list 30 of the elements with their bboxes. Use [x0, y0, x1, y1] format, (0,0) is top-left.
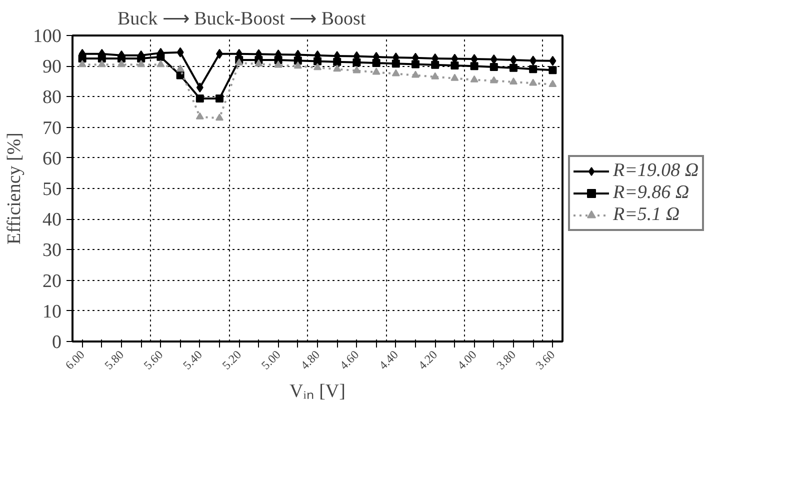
x-tick-label: 4.80 [298, 348, 322, 372]
legend-label: R=9.86 Ω [613, 182, 690, 204]
x-tick-label: 5.20 [219, 348, 244, 372]
x-tick-label: 3.60 [532, 348, 558, 372]
x-tick-label: 3.80 [494, 348, 518, 372]
y-tick-label: 80 [42, 87, 62, 108]
x-tick-label: 4.40 [376, 348, 401, 372]
y-tick-label: 40 [42, 210, 62, 231]
y-tick-label: 50 [42, 179, 62, 200]
x-tick-label: 5.80 [102, 348, 126, 372]
legend-label: R=19.08 Ω [613, 160, 699, 182]
text: Buck ⟶ Buck-Boost ⟶ Boost [118, 8, 366, 30]
x-tick-label: 4.20 [415, 348, 440, 372]
y-tick-label: 0 [52, 332, 62, 353]
y-axis-title: Efficiency [%] [4, 132, 25, 245]
x-tick-label: 5.60 [140, 348, 166, 372]
y-tick-label: 70 [42, 118, 62, 139]
x-tick-label: 4.00 [454, 348, 480, 372]
x-tick-label: 5.40 [180, 348, 205, 372]
y-tick-label: 60 [42, 148, 62, 170]
x-tick-label: 4.60 [336, 348, 362, 372]
x-axis-title: Vᵢₙ [V] [290, 381, 346, 402]
y-tick-label: 10 [42, 301, 62, 322]
y-tick-label: 20 [42, 270, 62, 292]
y-tick-label: 100 [33, 26, 62, 47]
x-tick-label: 5.00 [258, 348, 284, 372]
legend-label: R=5.1 Ω [613, 204, 680, 226]
y-tick-label: 30 [42, 240, 62, 262]
x-tick-label: 6.00 [62, 348, 88, 372]
y-tick-label: 90 [42, 56, 62, 78]
